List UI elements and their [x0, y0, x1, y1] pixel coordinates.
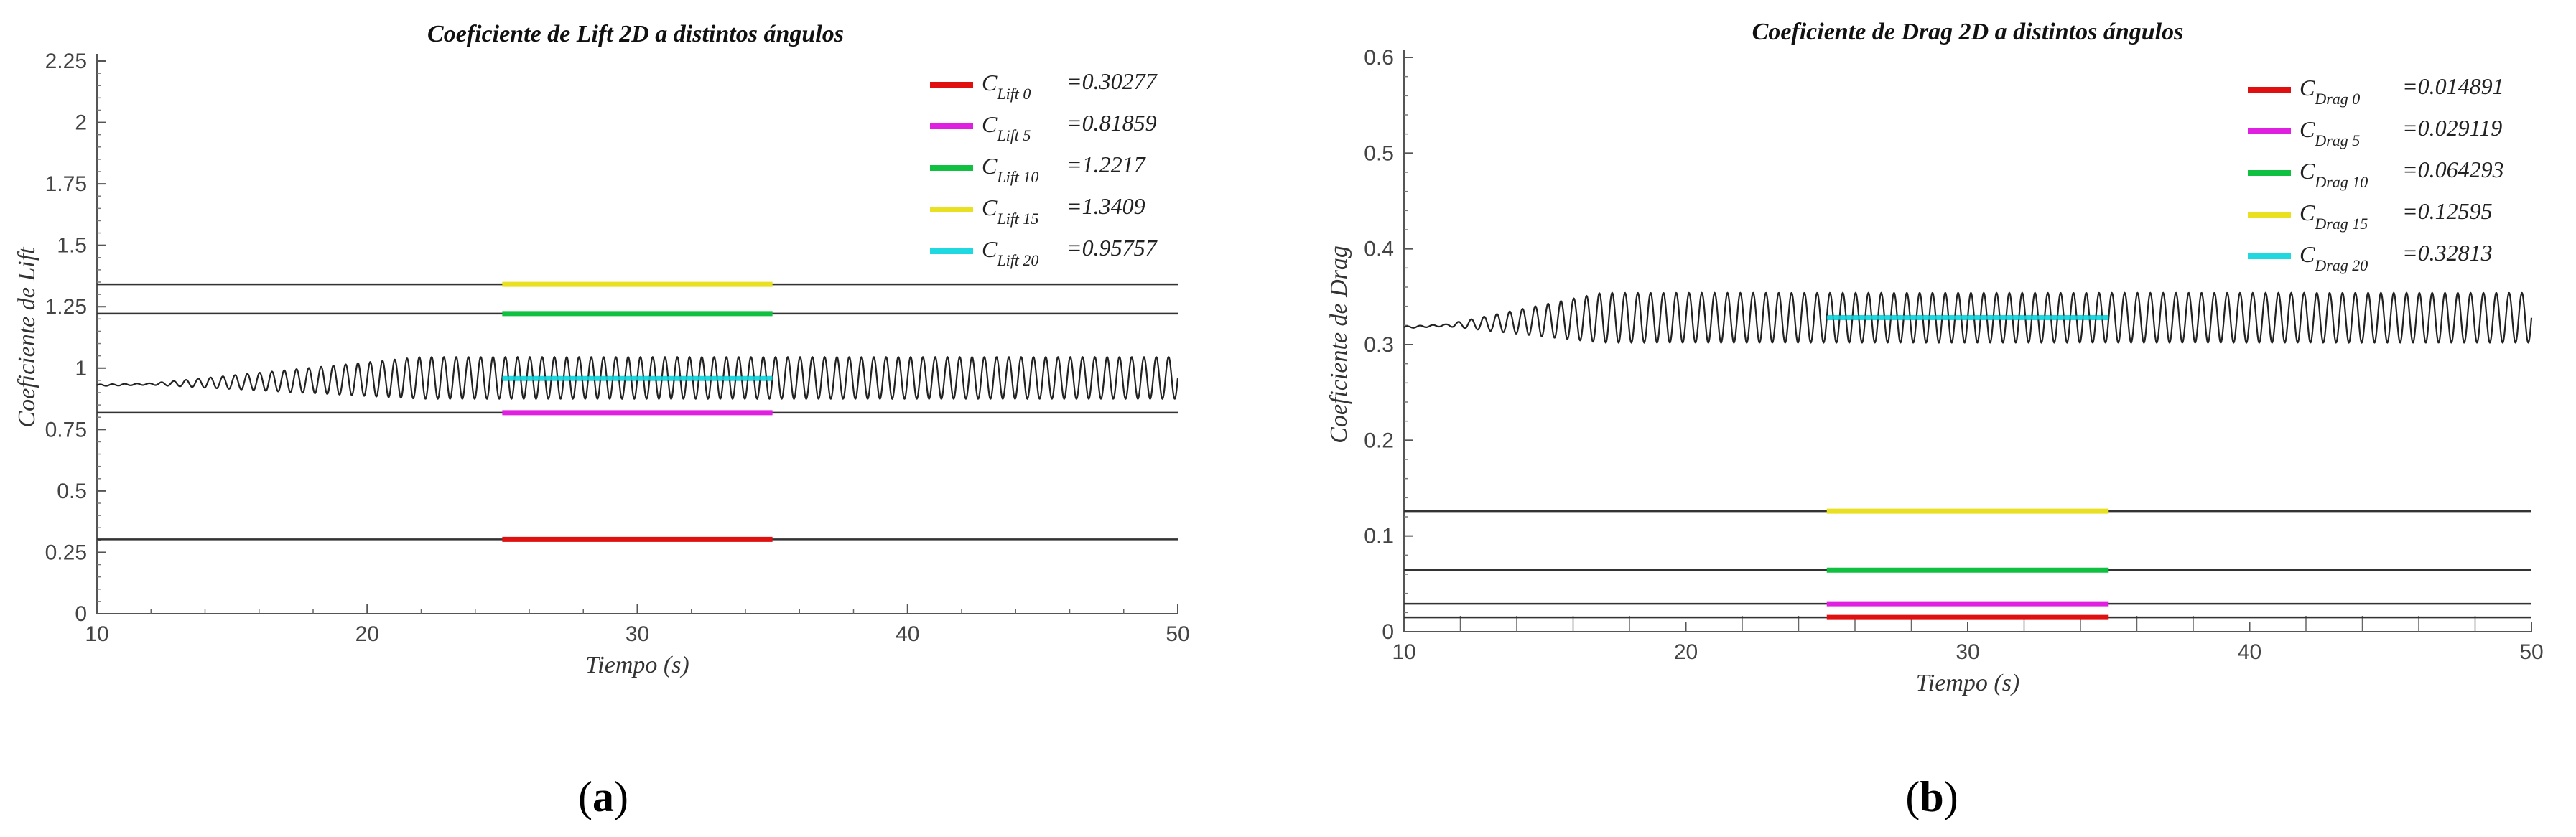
legend-label-sub: Lift 0 — [996, 85, 1031, 103]
x-tick-label: 40 — [896, 622, 919, 646]
y-tick-label: 0.1 — [1364, 525, 1394, 548]
panel-paren-open: ( — [578, 773, 592, 820]
y-tick-label: 0.4 — [1364, 238, 1394, 261]
legend-label-main: C — [982, 195, 998, 220]
legend-label-main: C — [2300, 200, 2315, 225]
legend-label-main: C — [982, 70, 998, 95]
chart-a: Coeficiente de Lift 2D a distintos ángul… — [14, 21, 1190, 820]
panel-letter: b — [1920, 773, 1943, 820]
y-axis-label: Coeficiente de Lift — [14, 246, 40, 428]
legend-label-sub: Drag 5 — [2314, 131, 2360, 149]
legend-value: =0.029119 — [2402, 115, 2502, 141]
y-tick-label: 0 — [75, 602, 87, 626]
legend-value: =0.12595 — [2402, 198, 2493, 224]
legend-label-main: C — [2300, 116, 2315, 142]
legend-label-sub: Lift 5 — [996, 126, 1031, 144]
panel-letter: a — [592, 773, 614, 820]
panel-label: (a) — [578, 773, 628, 820]
legend-label: CLift 0 — [982, 70, 1031, 103]
chart-b: Coeficiente de Drag 2D a distintos ángul… — [1326, 19, 2544, 820]
legend-label-main: C — [2300, 158, 2315, 184]
legend-label-main: C — [2300, 75, 2315, 100]
y-tick-label: 0.3 — [1364, 333, 1394, 357]
x-tick-label: 30 — [1956, 640, 1979, 664]
legend-value: =0.32813 — [2402, 240, 2493, 266]
y-tick-label: 0 — [1382, 620, 1394, 644]
panel-paren-open: ( — [1905, 773, 1920, 820]
x-tick-label: 40 — [2238, 640, 2261, 664]
y-axis-label: Coeficiente de Drag — [1326, 246, 1352, 444]
y-tick-label: 0.2 — [1364, 429, 1394, 452]
x-axis-label: Tiempo (s) — [1916, 670, 2020, 696]
legend-label-main: C — [982, 153, 998, 179]
x-tick-label: 20 — [355, 622, 379, 646]
legend-label: CLift 10 — [982, 153, 1038, 186]
legend-label: CDrag 0 — [2300, 75, 2360, 108]
y-tick-label: 0.6 — [1364, 46, 1394, 70]
y-tick-label: 2 — [75, 111, 87, 135]
legend-label: CDrag 5 — [2300, 116, 2360, 149]
legend-label-sub: Lift 15 — [996, 210, 1038, 228]
legend-label: CLift 5 — [982, 111, 1031, 144]
x-axis-label: Tiempo (s) — [585, 652, 689, 678]
legend-label: CDrag 15 — [2300, 200, 2368, 233]
legend-label: CDrag 20 — [2300, 241, 2368, 274]
legend-label-sub: Lift 10 — [996, 168, 1038, 186]
legend-label: CLift 20 — [982, 236, 1038, 269]
x-tick-label: 20 — [1674, 640, 1698, 664]
legend-label-sub: Drag 15 — [2314, 215, 2368, 233]
legend-value: =0.064293 — [2402, 156, 2504, 182]
legend-label-sub: Lift 20 — [996, 251, 1038, 269]
legend-label-sub: Drag 20 — [2314, 256, 2368, 274]
x-tick-label: 50 — [2519, 640, 2543, 664]
y-tick-label: 0.75 — [45, 418, 87, 441]
legend-label: CLift 15 — [982, 195, 1038, 228]
legend-label-main: C — [2300, 241, 2315, 267]
legend-label-main: C — [982, 236, 998, 262]
x-tick-label: 10 — [85, 622, 108, 646]
x-tick-label: 10 — [1392, 640, 1415, 664]
legend-label: CDrag 10 — [2300, 158, 2368, 191]
panel-paren-close: ) — [1944, 773, 1958, 820]
panel-label: (b) — [1905, 773, 1958, 820]
legend-label-sub: Drag 10 — [2314, 173, 2368, 191]
legend-value: =0.95757 — [1066, 235, 1158, 261]
y-tick-label: 1.25 — [45, 295, 87, 319]
legend-label-sub: Drag 0 — [2314, 90, 2360, 108]
chart-title: Coeficiente de Lift 2D a distintos ángul… — [427, 21, 844, 47]
legend-value: =1.3409 — [1066, 193, 1145, 219]
legend-value: =0.81859 — [1066, 110, 1157, 136]
y-tick-label: 2.25 — [45, 50, 87, 73]
legend-value: =0.30277 — [1066, 68, 1158, 94]
legend-label-main: C — [982, 111, 998, 137]
y-tick-label: 0.5 — [1364, 141, 1394, 165]
y-tick-label: 0.5 — [57, 480, 87, 503]
legend-value: =1.2217 — [1066, 151, 1147, 177]
x-tick-label: 50 — [1166, 622, 1189, 646]
y-tick-label: 1.5 — [57, 234, 87, 258]
x-tick-label: 30 — [626, 622, 649, 646]
y-tick-label: 1 — [75, 357, 87, 380]
y-tick-label: 0.25 — [45, 541, 87, 564]
panel-paren-close: ) — [614, 773, 628, 820]
y-tick-label: 1.75 — [45, 172, 87, 196]
chart-title: Coeficiente de Drag 2D a distintos ángul… — [1752, 19, 2184, 45]
legend-value: =0.014891 — [2402, 73, 2504, 99]
